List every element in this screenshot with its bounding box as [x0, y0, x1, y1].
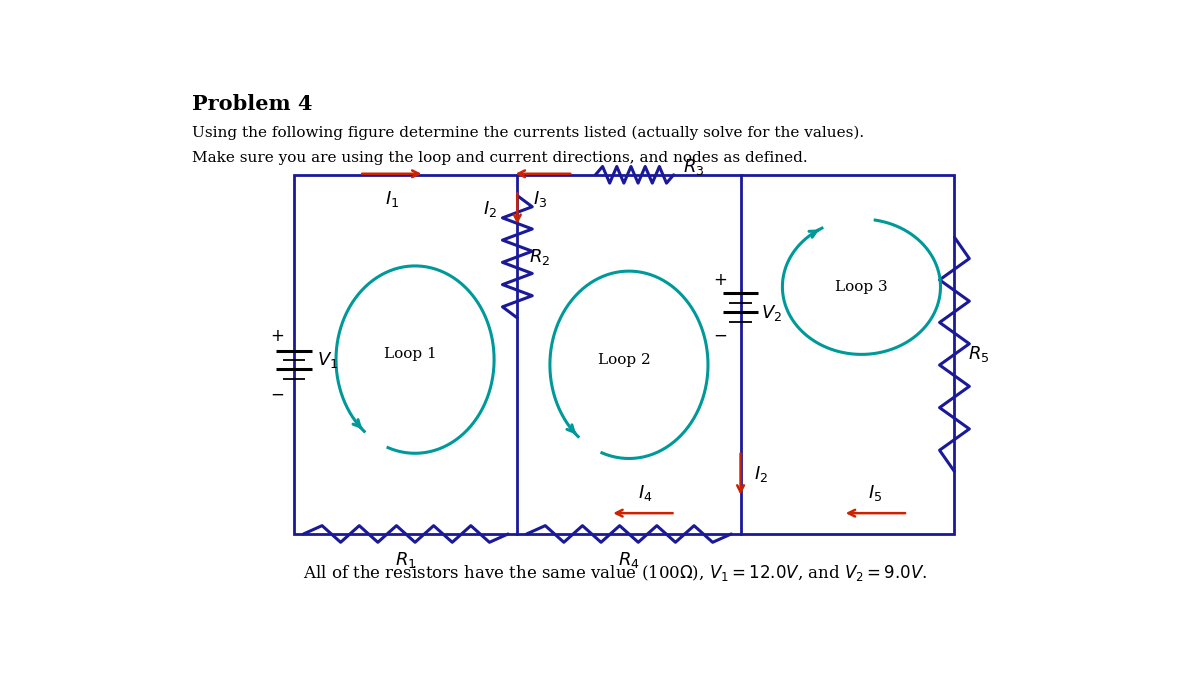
Text: Problem 4: Problem 4	[192, 94, 312, 114]
Text: $I_2$: $I_2$	[755, 464, 768, 484]
Text: $R_5$: $R_5$	[968, 344, 990, 364]
Text: $I_4$: $I_4$	[638, 483, 653, 503]
Text: Loop 2: Loop 2	[598, 353, 650, 366]
Text: $I_5$: $I_5$	[869, 483, 882, 503]
Text: $R_3$: $R_3$	[683, 157, 704, 177]
Text: Loop 3: Loop 3	[835, 280, 888, 294]
Bar	[294, 175, 954, 534]
Text: $I_1$: $I_1$	[385, 189, 398, 210]
Text: $I_2$: $I_2$	[482, 199, 497, 218]
Text: $-$: $-$	[270, 385, 284, 402]
Text: $V_2$: $V_2$	[761, 303, 782, 322]
Text: $R_1$: $R_1$	[395, 550, 416, 570]
Text: +: +	[713, 272, 727, 289]
Text: $-$: $-$	[713, 326, 727, 343]
Text: +: +	[270, 327, 284, 345]
Text: $V_1$: $V_1$	[317, 349, 338, 370]
Text: All of the resistors have the same value (100$\Omega$), $V_1 = 12.0V$, and $V_2 : All of the resistors have the same value…	[302, 563, 928, 583]
Text: $I_3$: $I_3$	[534, 189, 547, 210]
Text: Make sure you are using the loop and current directions, and nodes as defined.: Make sure you are using the loop and cur…	[192, 151, 808, 166]
Text: Loop 1: Loop 1	[384, 347, 437, 362]
Text: Using the following figure determine the currents listed (actually solve for the: Using the following figure determine the…	[192, 125, 864, 140]
Text: $R_2$: $R_2$	[528, 247, 550, 267]
Text: $R_4$: $R_4$	[618, 550, 640, 570]
